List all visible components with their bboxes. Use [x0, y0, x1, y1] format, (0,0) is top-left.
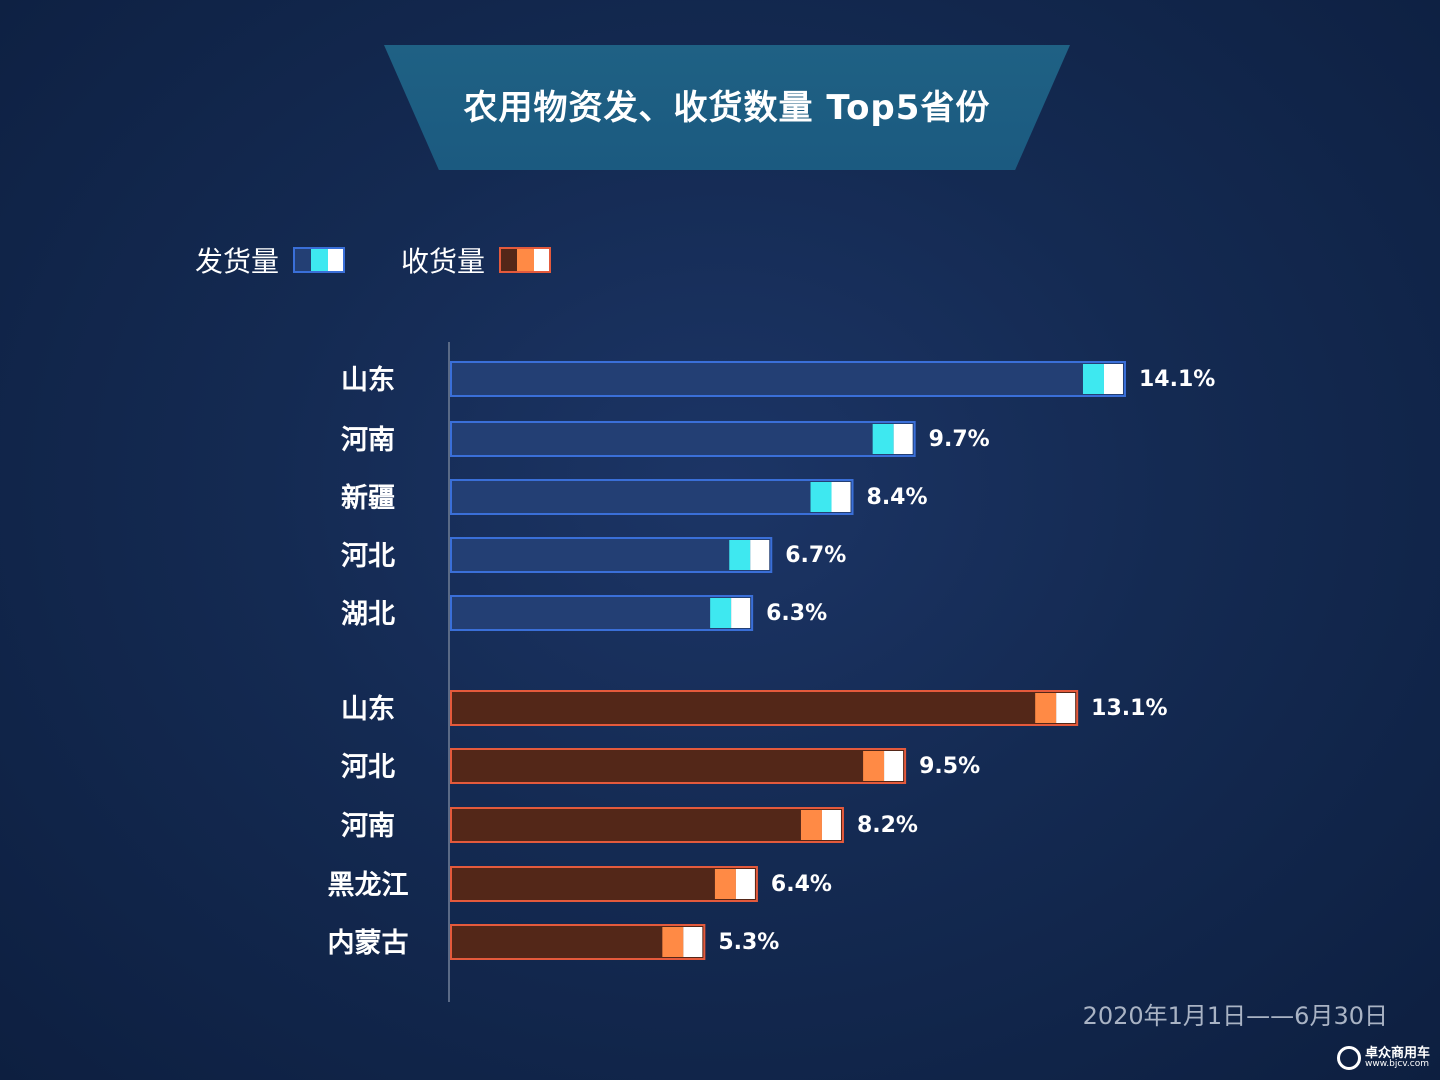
category-label: 新疆 — [341, 482, 395, 514]
bar-white-cap — [750, 540, 770, 570]
bar — [450, 924, 706, 960]
bar-accent-cap — [863, 751, 885, 781]
legend-swatch-shipment — [293, 247, 346, 273]
logo-url: www.bjcv.com — [1364, 1059, 1429, 1069]
bar — [450, 421, 916, 457]
data-label: 13.1% — [1091, 696, 1167, 721]
chart-title: 农用物资发、收货数量 Top5省份 — [463, 87, 991, 128]
bar-accent-cap — [1082, 364, 1104, 394]
date-range: 2020年1月1日——6月30日 — [1082, 1002, 1388, 1030]
category-label: 内蒙古 — [328, 928, 409, 959]
title-banner — [384, 45, 1070, 170]
bar — [450, 537, 773, 573]
data-label: 9.7% — [929, 427, 990, 452]
category-label: 山东 — [341, 693, 395, 725]
bar — [450, 595, 754, 631]
category-label: 河北 — [341, 752, 395, 783]
legend-swatch-receipt — [499, 247, 552, 273]
bar-accent-cap — [729, 540, 751, 570]
logo-icon — [1336, 1046, 1361, 1070]
bar-accent-cap — [872, 424, 894, 454]
bar — [450, 748, 907, 784]
legend: 发货量 收货量 — [0, 240, 1440, 280]
bar-accent-cap — [710, 598, 732, 628]
bar-accent-cap — [810, 482, 832, 512]
bar-white-cap — [683, 927, 703, 957]
logo: 卓众商用车 www.bjcv.com — [1336, 1046, 1430, 1070]
data-label: 8.2% — [857, 813, 918, 838]
bar-accent-cap — [800, 810, 822, 840]
legend-item-receipt: 收货量 — [401, 240, 552, 280]
bar-accent-cap — [1035, 693, 1057, 723]
data-label: 8.4% — [867, 485, 928, 510]
data-label: 14.1% — [1139, 367, 1215, 392]
legend-item-shipment: 发货量 — [195, 240, 346, 280]
bar-white-cap — [735, 869, 755, 899]
data-label: 6.7% — [785, 543, 846, 568]
bar-white-cap — [831, 482, 851, 512]
bar-white-cap — [1103, 364, 1123, 394]
bar-white-cap — [884, 751, 904, 781]
bar — [450, 807, 844, 843]
legend-white-segment — [328, 249, 344, 271]
bar — [450, 866, 758, 902]
category-label: 山东 — [341, 364, 395, 396]
category-label: 湖北 — [341, 599, 395, 630]
bar-white-cap — [731, 598, 751, 628]
data-label: 6.4% — [771, 872, 832, 897]
bar — [450, 690, 1079, 726]
legend-accent-segment — [517, 249, 535, 271]
data-label: 9.5% — [919, 754, 980, 779]
category-label: 河北 — [341, 541, 395, 572]
bar — [450, 361, 1126, 397]
bar-accent-cap — [662, 927, 684, 957]
category-label: 河南 — [341, 811, 395, 842]
legend-accent-segment — [311, 249, 329, 271]
bar-white-cap — [1056, 693, 1076, 723]
logo-name: 卓众商用车 — [1364, 1046, 1430, 1061]
legend-white-segment — [534, 249, 550, 271]
bar-accent-cap — [714, 869, 736, 899]
legend-label-receipt: 收货量 — [401, 245, 486, 278]
legend-label-shipment: 发货量 — [195, 245, 280, 278]
category-label: 黑龙江 — [328, 870, 409, 901]
bar-white-cap — [821, 810, 841, 840]
data-label: 6.3% — [766, 601, 827, 626]
category-label: 河南 — [341, 425, 395, 456]
data-label: 5.3% — [718, 930, 779, 955]
bar — [450, 479, 854, 515]
bar-white-cap — [893, 424, 913, 454]
